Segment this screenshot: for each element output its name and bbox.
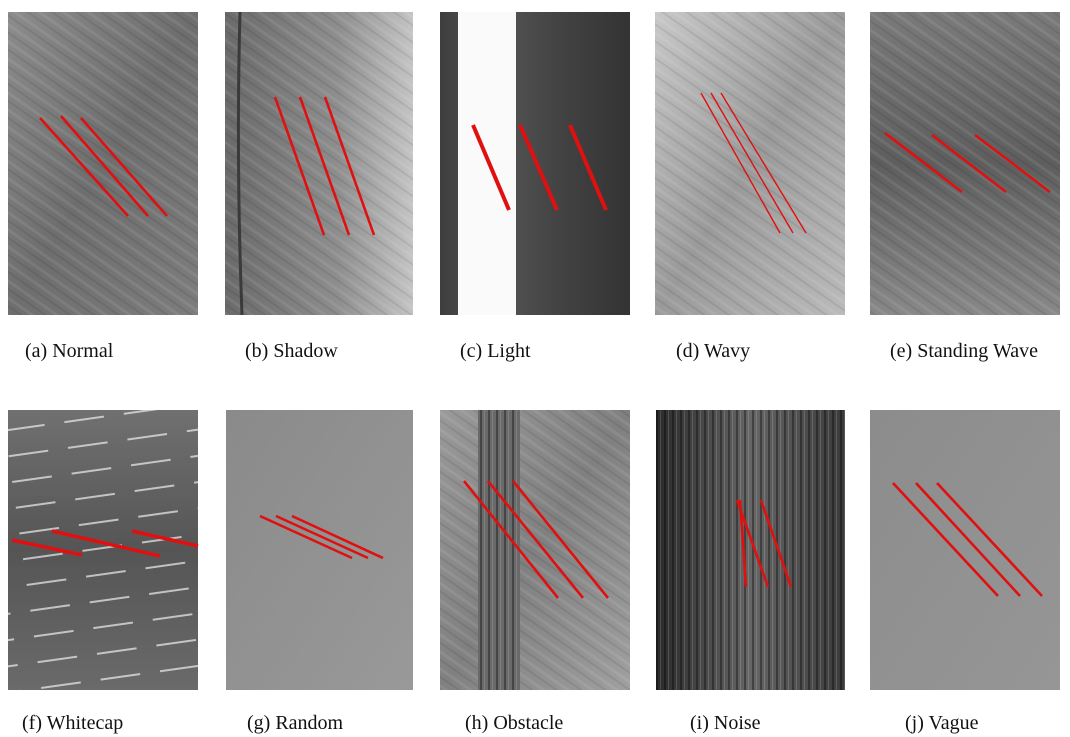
figure: (a) Normal (b) Shadow (c) Light (d) Wavy… xyxy=(0,0,1070,737)
caption: (f) Whitecap xyxy=(22,712,123,734)
caption: (h) Obstacle xyxy=(465,712,563,734)
caption: (i) Noise xyxy=(690,712,761,734)
caption: (b) Shadow xyxy=(245,340,338,362)
caption: (j) Vague xyxy=(905,712,979,734)
caption: (e) Standing Wave xyxy=(890,340,1038,362)
caption: (d) Wavy xyxy=(676,340,750,362)
caption: (g) Random xyxy=(247,712,344,734)
caption: (c) Light xyxy=(460,340,531,362)
caption: (a) Normal xyxy=(25,340,114,362)
